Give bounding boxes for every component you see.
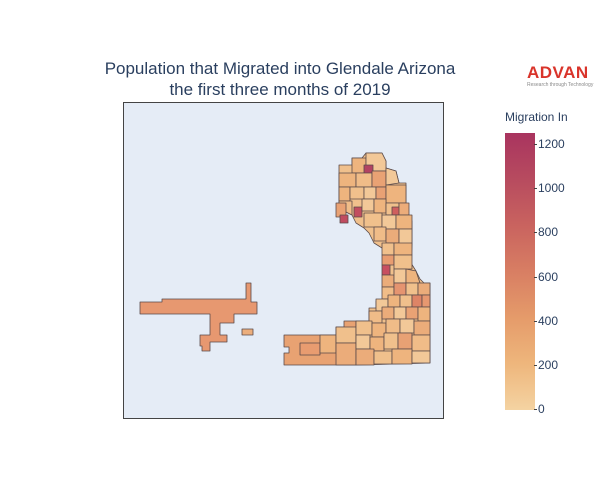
glendale-map xyxy=(139,152,431,366)
map-area[interactable] xyxy=(123,102,444,419)
colorbar-tick: 200 xyxy=(533,358,559,372)
title-line-1: Population that Migrated into Glendale A… xyxy=(104,59,456,78)
region-west-annex xyxy=(139,282,258,352)
title-line-2: the first three months of 2019 xyxy=(169,80,391,99)
logo-tagline: Research through Technology xyxy=(527,82,594,88)
chart-title: Population that Migrated into Glendale A… xyxy=(60,58,500,100)
colorbar-title: Migration In xyxy=(505,110,568,124)
advan-logo: ADVAN Research through Technology xyxy=(527,63,597,89)
colorbar-tick: 1000 xyxy=(534,181,565,195)
colorbar-tick: 0 xyxy=(534,402,545,416)
region-west-small xyxy=(241,328,254,336)
colorbar-gradient xyxy=(505,133,535,410)
colorbar-tick: 1200 xyxy=(534,137,565,151)
colorbar-tick: 400 xyxy=(533,314,559,328)
colorbar-tick: 600 xyxy=(533,270,559,284)
colorbar-tick: 800 xyxy=(533,225,559,239)
logo-name: ADVAN xyxy=(527,63,589,82)
